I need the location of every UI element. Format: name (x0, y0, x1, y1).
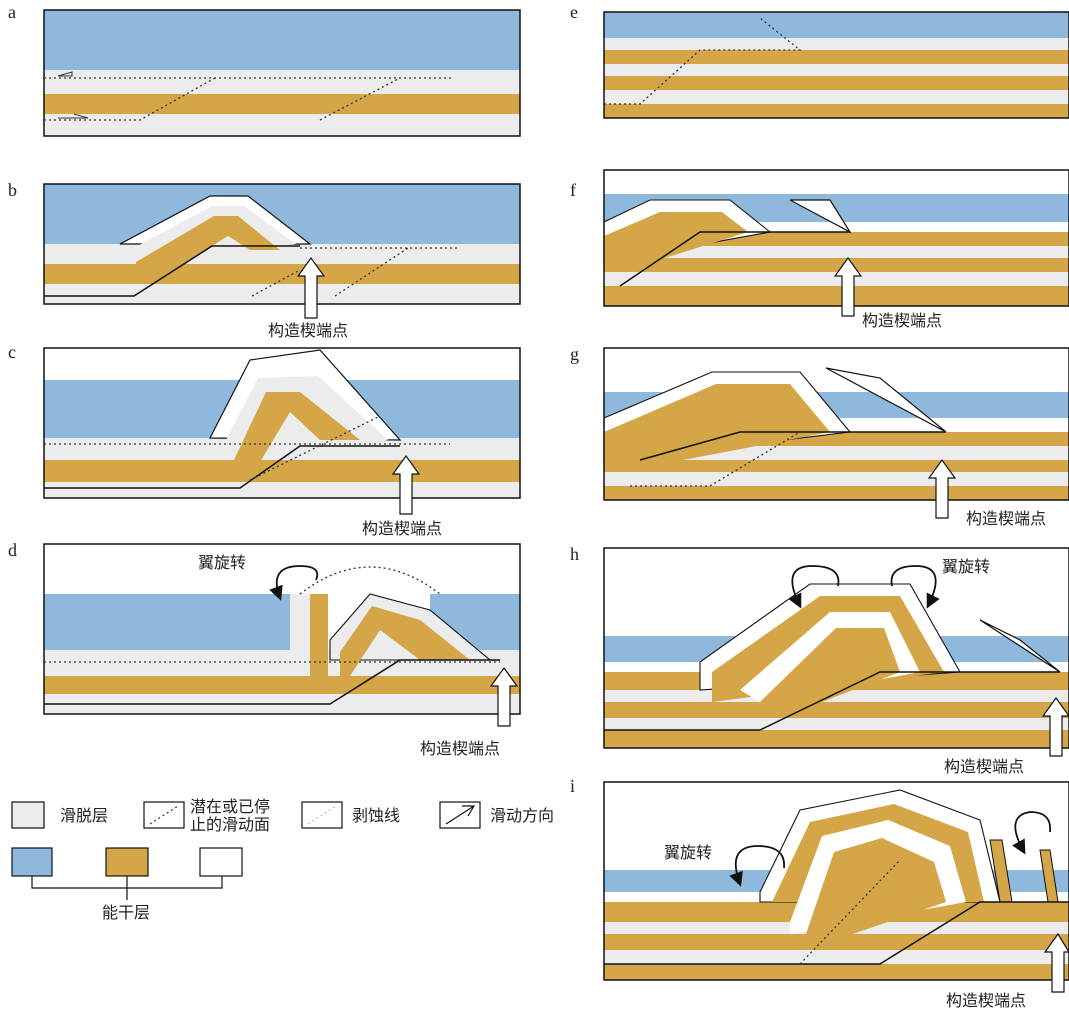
legend-label-slip-surface-1: 潜在或已停 (190, 797, 270, 816)
legend: 滑脱层 潜在或已停 止的滑动面 剥蚀线 滑动方向 能干层 (11, 797, 554, 922)
panel-label-i: i (570, 776, 575, 796)
wing-rotation-label-i: 翼旋转 (664, 843, 712, 862)
panel-d: d 翼旋转 构造楔端点 (8, 540, 521, 758)
panel-e: e (570, 2, 1069, 119)
legend-swatch-detachment (11, 801, 45, 829)
panel-label-g: g (570, 344, 579, 364)
panel-i: i 翼旋转 构造楔端点 (570, 776, 1069, 1010)
wing-rotation-label-h: 翼旋转 (942, 557, 990, 576)
panel-h: h 翼旋转 构造楔端点 (570, 544, 1069, 776)
panel-g: g 构造楔端点 (570, 344, 1069, 528)
wedge-tip-label-h: 构造楔端点 (944, 757, 1024, 776)
legend-label-detachment: 滑脱层 (60, 806, 108, 825)
wedge-tip-label-i: 构造楔端点 (946, 991, 1026, 1010)
wedge-tip-label-g: 构造楔端点 (966, 509, 1046, 528)
panel-label-a: a (8, 2, 16, 22)
wing-rotation-label-d: 翼旋转 (198, 553, 246, 572)
legend-swatch-white (199, 847, 243, 877)
legend-label-competent: 能干层 (102, 903, 150, 922)
panel-label-e: e (570, 2, 578, 22)
wedge-tip-label-f: 构造楔端点 (862, 311, 942, 330)
panel-label-h: h (570, 544, 579, 564)
wedge-tip-label-d: 构造楔端点 (420, 739, 500, 758)
legend-swatch-blue (11, 847, 53, 877)
panel-label-d: d (8, 540, 17, 560)
panel-a: a (8, 2, 521, 137)
panel-b: b 构造楔端点 (8, 180, 521, 340)
panel-f: f 构造楔端点 (570, 169, 1069, 330)
panel-label-f: f (570, 180, 576, 200)
panel-label-b: b (8, 180, 17, 200)
legend-label-erosion: 剥蚀线 (352, 806, 400, 825)
wedge-tip-label-b: 构造楔端点 (268, 321, 348, 340)
panel-label-c: c (8, 342, 16, 362)
wedge-tip-label-c: 构造楔端点 (362, 519, 442, 538)
legend-swatch-gold (105, 847, 149, 877)
legend-label-slip-surface-2: 止的滑动面 (190, 815, 270, 834)
legend-label-slip-direction: 滑动方向 (490, 806, 554, 825)
panel-c: c 构造楔端点 (8, 342, 521, 538)
